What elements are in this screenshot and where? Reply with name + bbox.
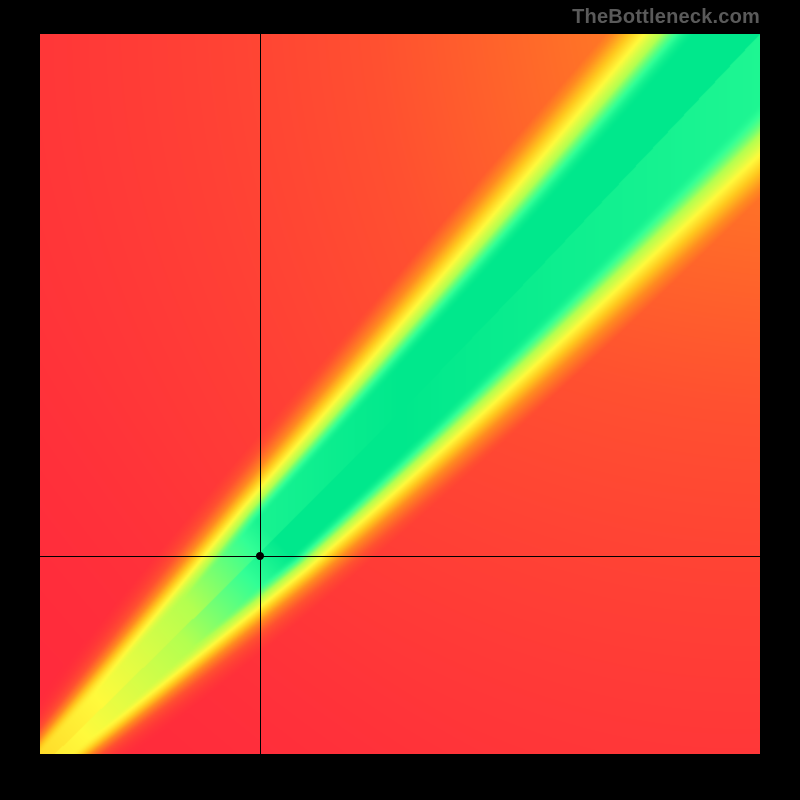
- crosshair-horizontal: [40, 556, 760, 557]
- heatmap-canvas: [40, 34, 760, 754]
- crosshair-dot: [256, 552, 264, 560]
- heatmap-plot: [40, 34, 760, 754]
- root: TheBottleneck.com: [0, 0, 800, 800]
- crosshair-vertical: [260, 34, 261, 754]
- attribution-text: TheBottleneck.com: [572, 6, 760, 29]
